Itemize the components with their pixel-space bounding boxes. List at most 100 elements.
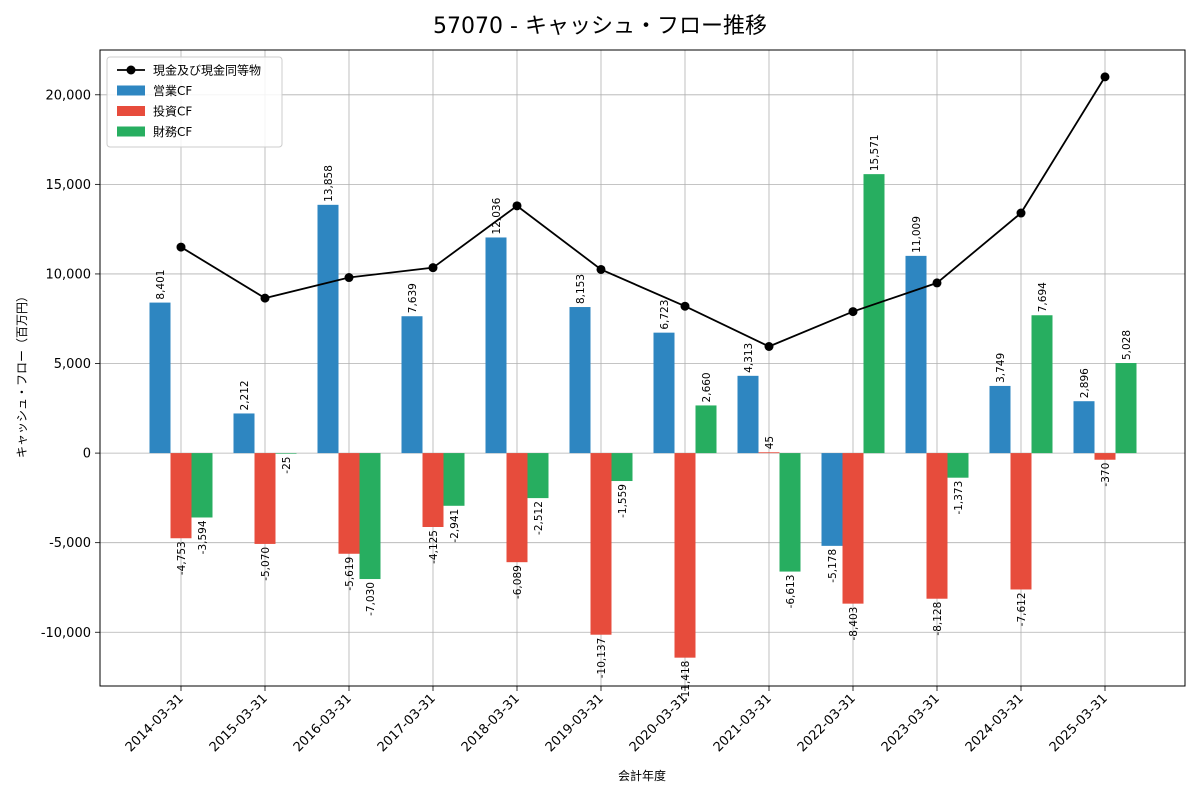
bar-value-label: 4,313 [743, 343, 755, 373]
bar-value-label: 45 [764, 436, 776, 449]
bar-value-label: -370 [1100, 463, 1112, 487]
plot-frame [99, 49, 1186, 687]
cash-point [596, 264, 606, 274]
y-tick-label: 10,000 [46, 267, 92, 282]
bar [401, 316, 423, 454]
legend-label: 現金及び現金同等物 [153, 63, 261, 78]
bar [254, 453, 276, 544]
bar-value-label: 5,028 [1121, 330, 1133, 360]
y-tick-label: 5,000 [54, 357, 91, 372]
legend-box [106, 56, 283, 148]
cash-point [512, 201, 522, 211]
x-tick-label: 2021-03-31 [711, 691, 775, 755]
bar-value-label: -6,089 [512, 565, 524, 599]
cash-point [932, 278, 942, 288]
bar [485, 237, 507, 454]
bar [590, 453, 612, 635]
cash-point [260, 293, 270, 303]
bar-value-label: 7,694 [1037, 282, 1049, 312]
legend-label: 投資CF [153, 104, 192, 119]
cash-point [176, 242, 186, 252]
bar [779, 453, 801, 572]
x-tick-label: 2025-03-31 [1047, 691, 1111, 755]
x-tick-label: 2024-03-31 [963, 691, 1027, 755]
bar [443, 453, 465, 506]
bar [842, 453, 864, 604]
bar [674, 453, 696, 658]
bar-value-label: -4,753 [176, 541, 188, 575]
legend-label: 営業CF [153, 84, 192, 98]
bar [275, 453, 297, 454]
y-tick-label: 0 [83, 447, 91, 462]
bar [863, 174, 885, 454]
bar-value-label: 15,571 [869, 134, 881, 171]
bar-value-label: -3,594 [197, 520, 209, 554]
cash-point [680, 301, 690, 311]
bar [506, 453, 528, 563]
x-tick-label: 2016-03-31 [291, 691, 355, 755]
x-tick-label: 2023-03-31 [879, 691, 943, 755]
x-tick-label: 2017-03-31 [375, 691, 439, 755]
bar-value-label: 7,639 [407, 283, 419, 313]
cash-line [180, 76, 1106, 348]
bar-value-label: -1,559 [617, 484, 629, 518]
legend-bar-swatch [117, 126, 145, 137]
x-tick-label: 2019-03-31 [543, 691, 607, 755]
axes-layer: -10,000 -5,000 0 5,000 10,000 15,000 20,000 201… [41, 49, 1186, 755]
bar [989, 385, 1011, 454]
bar [170, 453, 192, 539]
bar-value-label: -5,070 [260, 547, 272, 581]
bar-value-label: -2,512 [533, 501, 545, 535]
x-tick-label: 2015-03-31 [207, 691, 271, 755]
bar [1073, 401, 1095, 454]
bar [191, 453, 213, 518]
bar [905, 255, 927, 454]
x-axis-label: 会計年度 [618, 768, 666, 783]
x-tick-label: 2020-03-31 [627, 691, 691, 755]
bar-value-label: 8,153 [575, 274, 587, 304]
bar [338, 453, 360, 554]
bar [527, 453, 549, 499]
cash-point [344, 273, 354, 283]
bar-value-label: 2,660 [701, 372, 713, 402]
bars-layer [149, 174, 1137, 658]
cash-point [1100, 72, 1110, 82]
bar-value-label: 11,009 [911, 216, 923, 253]
bar [695, 405, 717, 454]
x-tick-label: 2022-03-31 [795, 691, 859, 755]
bar [1010, 453, 1032, 590]
y-tick-label: 15,000 [46, 178, 92, 193]
x-tick-label: 2018-03-31 [459, 691, 523, 755]
bar-value-label: -7,612 [1016, 592, 1028, 626]
bar-value-label: -1,373 [953, 481, 965, 515]
bar [569, 307, 591, 454]
bar [821, 453, 843, 546]
bar [611, 453, 633, 482]
y-axis-label: キャッシュ・フロー（百万円） [15, 290, 29, 458]
bar-value-label: -6,613 [785, 575, 797, 609]
bar-value-label: 13,858 [323, 165, 335, 202]
bar-value-label: 3,749 [995, 353, 1007, 383]
bar [947, 453, 969, 478]
bar-value-label: 8,401 [155, 270, 167, 300]
bar-value-label: -11,418 [680, 661, 692, 702]
cash-point [848, 307, 858, 317]
y-tick-label: -10,000 [41, 626, 91, 641]
legend-marker [126, 65, 136, 75]
legend-label: 財務CF [153, 124, 192, 139]
cash-point [764, 342, 774, 352]
bar [926, 453, 948, 599]
legend-bar-swatch [117, 106, 145, 116]
bar [1094, 453, 1116, 460]
cash-point [1016, 208, 1026, 218]
cash-point [428, 263, 438, 273]
bar-value-label: -5,619 [344, 557, 356, 591]
bar [317, 204, 339, 454]
bar-value-label: 12,036 [491, 197, 503, 234]
y-tick-label: -5,000 [49, 536, 91, 551]
bar-value-label: -8,128 [932, 602, 944, 636]
bar-value-label: -5,178 [827, 549, 839, 583]
